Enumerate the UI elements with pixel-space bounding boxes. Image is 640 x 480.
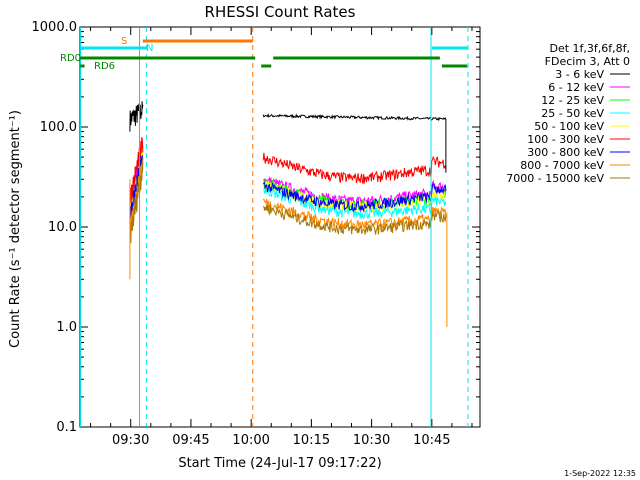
footer-date: 1-Sep-2022 12:35: [564, 469, 636, 478]
series-main-5: [262, 152, 447, 185]
x-axis-label: Start Time (24-Jul-17 09:17:22): [178, 456, 381, 471]
y-tick-label: 0.1: [56, 420, 77, 435]
saa-label: S: [121, 36, 127, 47]
legend-entry-0: 3 - 6 keV: [555, 68, 604, 81]
legend: Det 1f,3f,6f,8f,FDecim 3, Att 03 - 6 keV…: [506, 42, 630, 185]
legend-entry-1: 6 - 12 keV: [548, 81, 604, 94]
plot-area: 0.1 1.0 10.0 100.0 1000.0 09:30 09:45 10:00 10:1…: [32, 20, 481, 448]
series-main-0: [262, 113, 447, 122]
legend-header-0: Det 1f,3f,6f,8f,: [549, 42, 630, 55]
series-main-7: [262, 198, 447, 230]
series-main-6: [262, 181, 447, 213]
y-tick-label: 1.0: [56, 320, 77, 335]
series-pre-8: [129, 157, 144, 244]
x-tick-label: 10:30: [353, 433, 390, 448]
x-tick-label: 10:15: [293, 433, 330, 448]
series-pre-6: [129, 154, 144, 219]
night-label: N: [146, 43, 153, 54]
legend-header-1: FDecim 3, Att 0: [545, 55, 630, 68]
y-tick-label: 100.0: [40, 120, 77, 135]
x-tick-label: 09:45: [172, 433, 209, 448]
y-tick-label: 10.0: [48, 220, 77, 235]
series-main-8: [262, 204, 447, 236]
legend-entry-6: 300 - 800 keV: [527, 146, 604, 159]
y-axis-label: Count Rate (s⁻¹ detector segment⁻¹): [8, 110, 23, 348]
series-pre-5: [129, 137, 144, 204]
x-tick-label: 09:30: [112, 433, 149, 448]
legend-entry-7: 800 - 7000 keV: [520, 159, 604, 172]
x-tick-label: 10:45: [413, 433, 450, 448]
rd0-label: RD0: [60, 53, 81, 64]
series-pre-0: [129, 101, 144, 132]
chart-title: RHESSI Count Rates: [205, 3, 356, 21]
legend-entry-2: 12 - 25 keV: [541, 94, 604, 107]
rd6-label: RD6: [94, 61, 115, 72]
legend-entry-4: 50 - 100 keV: [534, 120, 604, 133]
y-tick-label: 1000.0: [32, 20, 78, 35]
legend-entry-5: 100 - 300 keV: [527, 133, 604, 146]
legend-entry-8: 7000 - 15000 keV: [506, 172, 604, 185]
legend-entry-3: 25 - 50 keV: [541, 107, 604, 120]
x-tick-label: 10:00: [232, 433, 269, 448]
